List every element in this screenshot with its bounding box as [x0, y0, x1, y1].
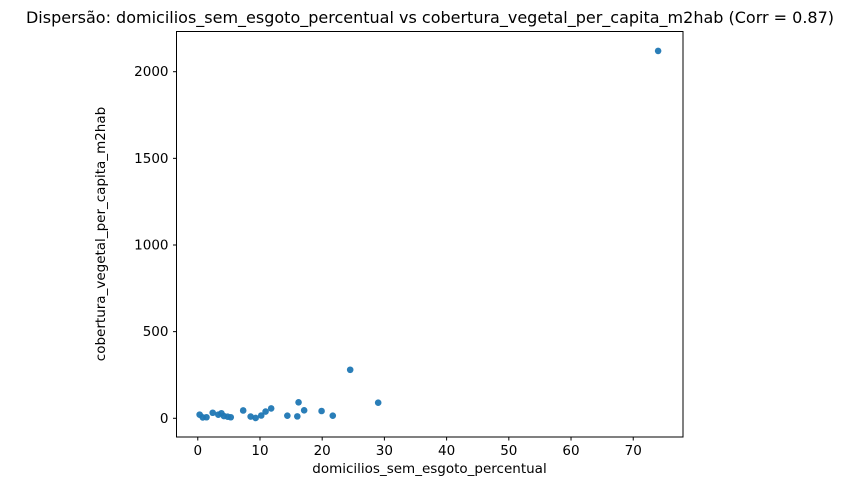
data-point — [247, 413, 254, 420]
data-point — [203, 413, 210, 421]
y-tick-label: 2000 — [134, 64, 168, 80]
data-point — [374, 399, 382, 406]
x-tick-label: 30 — [376, 443, 393, 459]
data-point — [239, 407, 247, 414]
data-point — [257, 412, 265, 419]
x-tick-label: 20 — [314, 443, 331, 459]
x-tick-label: 60 — [562, 443, 579, 459]
x-tick-label: 70 — [625, 443, 642, 459]
data-point — [318, 407, 325, 415]
y-axis-ticks: 0 500 1000 1500 2000 — [134, 64, 177, 427]
data-point — [295, 399, 302, 406]
plot-frame — [176, 31, 684, 438]
y-tick-label: 500 — [143, 324, 169, 340]
y-axis-label: cobertura_vegetal_per_capita_m2hab — [93, 107, 109, 361]
x-axis-ticks: 0 10 20 30 40 50 60 70 — [193, 437, 642, 459]
data-point — [284, 412, 291, 419]
x-tick-label: 40 — [438, 443, 455, 459]
data-point — [346, 366, 354, 374]
data-point — [294, 413, 301, 420]
data-point — [262, 408, 269, 415]
data-point — [654, 47, 662, 55]
y-tick-label: 1500 — [134, 151, 168, 167]
x-axis-label: domicilios_sem_esgoto_percentual — [312, 461, 546, 477]
chart-title: Dispersão: domicilios_sem_esgoto_percent… — [26, 8, 834, 28]
data-point — [227, 413, 235, 421]
data-point — [252, 414, 259, 422]
y-tick-label: 1000 — [134, 237, 168, 253]
data-point — [300, 407, 308, 414]
x-tick-label: 50 — [500, 443, 517, 459]
data-point — [267, 405, 275, 412]
x-tick-label: 10 — [251, 443, 268, 459]
data-point — [329, 412, 337, 419]
data-point — [209, 409, 217, 417]
y-tick-label: 0 — [160, 411, 169, 427]
x-tick-label: 0 — [193, 443, 202, 459]
data-points — [196, 47, 662, 422]
